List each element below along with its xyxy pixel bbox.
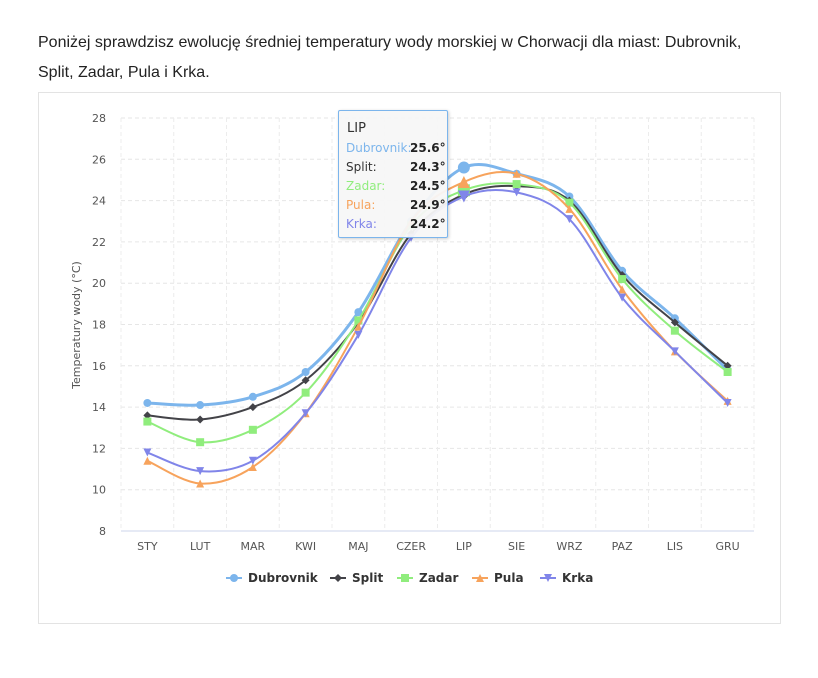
data-point-zadar (565, 198, 574, 207)
data-point-pula (565, 204, 574, 213)
data-point-pula (512, 169, 521, 178)
x-tick-label: GRU (716, 540, 740, 553)
tooltip-row: Zadar: 24.5° (346, 179, 446, 197)
tooltip-series-name: Pula: (346, 198, 376, 212)
tooltip-series-name: Dubrovnik: (346, 141, 412, 155)
data-point-krka (670, 347, 679, 356)
data-point-pula (618, 285, 627, 294)
y-tick-label: 24 (92, 195, 106, 208)
x-tick-label: CZER (396, 540, 426, 553)
x-tick-label: LIP (456, 540, 472, 553)
legend-item-dubrovnik[interactable]: Dubrovnik (248, 571, 319, 585)
data-point-split (143, 411, 152, 420)
y-tick-label: 18 (92, 319, 106, 332)
chart-tooltip: LIP Dubrovnik: 25.6° Split: 24.3° Zadar: 24.5… (338, 110, 448, 238)
data-point-pula (248, 462, 257, 471)
chart-container (38, 92, 781, 624)
data-point-zadar (143, 417, 152, 426)
tooltip-value: 24.5° (410, 179, 446, 193)
data-point-zadar (248, 425, 257, 434)
legend-marker-pula (476, 574, 484, 582)
intro-text: Poniżej sprawdzisz ewolucję średniej tem… (38, 34, 742, 81)
data-point-dubrovnik (457, 161, 470, 174)
legend-marker-zadar (401, 574, 409, 582)
data-point-dubrovnik (196, 401, 205, 410)
legend-item-krka[interactable]: Krka (562, 571, 593, 585)
legend-marker-dubrovnik (230, 574, 238, 582)
data-point-zadar (723, 367, 732, 376)
data-point-zadar (670, 326, 679, 335)
data-point-krka (143, 448, 152, 457)
legend-item-pula[interactable]: Pula (494, 571, 524, 585)
x-tick-label: PAZ (612, 540, 633, 553)
data-point-krka (618, 293, 627, 302)
data-point-pula (196, 479, 205, 488)
data-point-split (248, 403, 257, 412)
data-point-zadar (196, 438, 205, 447)
data-point-split (196, 415, 205, 424)
y-tick-label: 26 (92, 153, 106, 166)
tooltip-category: LIP (347, 121, 366, 136)
x-tick-label: LIS (667, 540, 683, 553)
data-point-pula (143, 456, 152, 465)
data-point-split (670, 318, 679, 327)
x-tick-label: MAR (241, 540, 266, 553)
y-tick-label: 16 (92, 360, 106, 373)
tooltip-row: Pula: 24.9° (346, 198, 446, 216)
y-axis-title: Temperatury wody (°C) (70, 261, 83, 390)
y-tick-label: 28 (92, 112, 106, 125)
data-point-krka (301, 409, 310, 418)
y-tick-label: 8 (99, 525, 106, 538)
data-point-krka (196, 467, 205, 476)
data-point-dubrovnik (354, 308, 363, 317)
data-point-dubrovnik (248, 392, 257, 401)
tooltip-row: Split: 24.3° (346, 160, 446, 178)
data-point-krka (354, 330, 363, 339)
y-tick-label: 14 (92, 401, 106, 414)
data-point-dubrovnik (143, 398, 152, 407)
tooltip-value: 25.6° (410, 141, 446, 155)
data-point-krka (512, 188, 521, 197)
tooltip-value: 24.9° (410, 198, 446, 212)
data-point-zadar (618, 275, 627, 284)
x-tick-label: LUT (190, 540, 211, 553)
tooltip-row: Dubrovnik: 25.6° (346, 141, 446, 159)
legend-item-split[interactable]: Split (352, 571, 383, 585)
legend-item-zadar[interactable]: Zadar (419, 571, 458, 585)
data-point-zadar (512, 180, 521, 189)
tooltip-series-name: Zadar: (346, 179, 386, 193)
x-tick-label: SIE (508, 540, 525, 553)
x-tick-label: KWI (295, 540, 316, 553)
x-tick-label: MAJ (348, 540, 368, 553)
data-point-split (723, 361, 732, 370)
y-tick-label: 22 (92, 236, 106, 249)
data-point-krka (565, 215, 574, 224)
data-point-pula (457, 176, 470, 189)
tooltip-series-name: Split: (346, 160, 377, 174)
tooltip-value: 24.3° (410, 160, 446, 174)
y-tick-label: 12 (92, 442, 106, 455)
data-point-krka (248, 456, 257, 465)
legend-marker-krka (544, 574, 552, 582)
data-point-dubrovnik (301, 367, 310, 376)
tooltip-row: Krka: 24.2° (346, 217, 446, 235)
tooltip-series-name: Krka: (346, 217, 377, 231)
y-tick-label: 20 (92, 277, 106, 290)
legend-marker-split (334, 574, 342, 582)
data-point-pula (354, 322, 363, 331)
data-point-split (301, 376, 310, 385)
data-point-zadar (301, 388, 310, 397)
data-point-krka (723, 398, 732, 407)
x-tick-label: WRZ (556, 540, 583, 553)
data-point-zadar (354, 316, 363, 325)
y-tick-label: 10 (92, 484, 106, 497)
x-tick-label: STY (137, 540, 158, 553)
tooltip-value: 24.2° (410, 217, 446, 231)
data-point-krka (457, 190, 470, 203)
